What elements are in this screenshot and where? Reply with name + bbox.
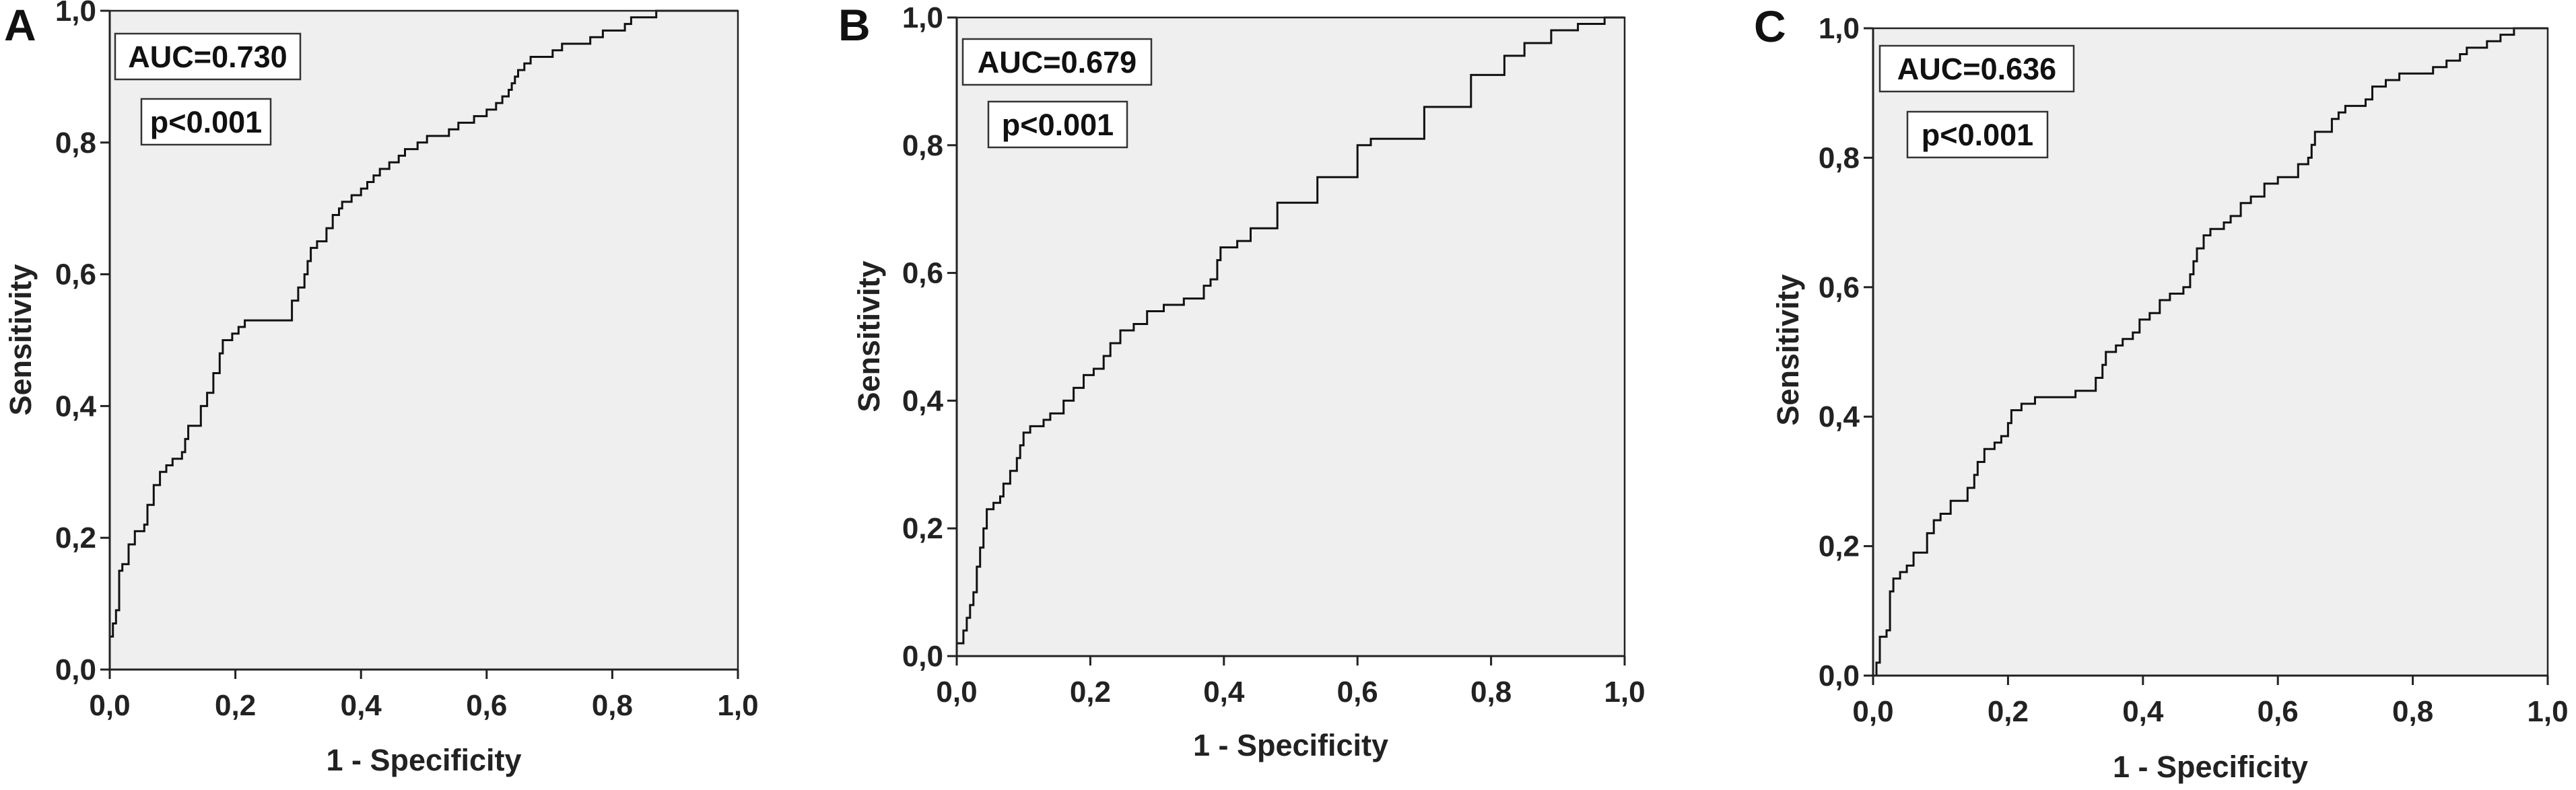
y-axis-title: Sensitivity xyxy=(1771,274,1805,425)
x-tick-label: 1,0 xyxy=(717,689,758,722)
x-tick-label: 0,4 xyxy=(1203,676,1245,709)
auc-annotation-box xyxy=(114,32,302,81)
y-tick-label: 0,0 xyxy=(1819,659,1860,692)
y-tick-label: 1,0 xyxy=(902,1,943,34)
auc-annotation-text: AUC=0.730 xyxy=(128,40,287,74)
y-tick-label: 0,6 xyxy=(55,258,96,291)
auc-annotation: AUC=0.679 xyxy=(961,38,1153,86)
roc-curve xyxy=(1873,27,2548,677)
x-tick-label: 0,6 xyxy=(1337,676,1378,709)
p-value-annotation-text: p<0.001 xyxy=(150,105,262,139)
p-value-annotation-text: p<0.001 xyxy=(1922,118,2033,152)
y-tick-label: 0,0 xyxy=(55,653,96,686)
auc-annotation-text: AUC=0.679 xyxy=(978,45,1137,79)
roc-panel-c: 0,0 0,2 0,4 0,6 0,8 1,0 0,0 0,2 0,4 0,6 0,8 1,0 1 - … xyxy=(1754,1,2569,784)
auc-annotation: AUC=0.730 xyxy=(114,32,302,81)
p-value-annotation-box xyxy=(140,98,272,146)
y-tick-label: 0,4 xyxy=(1819,400,1860,433)
x-tick-label: 0,6 xyxy=(466,689,507,722)
auc-annotation: AUC=0.636 xyxy=(1878,44,2075,93)
y-tick-label: 0,4 xyxy=(55,390,97,423)
y-tick-label: 0,2 xyxy=(902,512,943,545)
panel-letter: C xyxy=(1754,1,1786,51)
x-tick-label: 0,8 xyxy=(2392,695,2433,728)
x-tick-label: 0,2 xyxy=(215,689,256,722)
auc-annotation-box xyxy=(961,38,1153,86)
p-value-annotation: p<0.001 xyxy=(1906,110,2049,159)
x-tick-label: 0,6 xyxy=(2258,695,2299,728)
y-tick-label: 0,6 xyxy=(902,257,943,290)
x-tick-label: 0,2 xyxy=(1070,676,1111,709)
x-axis-title: 1 - Specificity xyxy=(2113,750,2308,784)
y-tick-label: 0,8 xyxy=(55,127,96,159)
x-tick-label: 0,4 xyxy=(2122,695,2164,728)
y-tick-label: 0,0 xyxy=(902,640,943,673)
p-value-annotation: p<0.001 xyxy=(140,98,272,146)
roc-panel-b: 0,0 0,2 0,4 0,6 0,8 1,0 0,0 0,2 0,4 0,6 0,8 1,0 1 - … xyxy=(838,0,1646,762)
roc-curve xyxy=(955,16,1625,656)
y-tick-label: 0,4 xyxy=(902,384,944,417)
x-axis-title: 1 - Specificity xyxy=(1193,728,1388,762)
y-tick-label: 1,0 xyxy=(55,0,96,28)
x-tick-label: 0,2 xyxy=(1988,695,2029,728)
panel-letter: A xyxy=(4,0,36,50)
y-tick-label: 0,8 xyxy=(902,129,943,162)
p-value-annotation: p<0.001 xyxy=(987,100,1128,149)
x-tick-label: 0,0 xyxy=(1852,695,1893,728)
x-tick-label: 0,8 xyxy=(1470,676,1512,709)
x-tick-label: 0,8 xyxy=(592,689,633,722)
x-tick-label: 0,0 xyxy=(936,676,977,709)
y-tick-label: 1,0 xyxy=(1819,12,1860,45)
p-value-annotation-box xyxy=(987,100,1128,149)
auc-annotation-text: AUC=0.636 xyxy=(1897,52,2056,86)
y-tick-label: 0,2 xyxy=(55,522,96,554)
x-tick-label: 1,0 xyxy=(2527,695,2568,728)
p-value-annotation-text: p<0.001 xyxy=(1002,108,1114,142)
x-tick-label: 0,4 xyxy=(341,689,382,722)
auc-annotation-box xyxy=(1878,44,2075,93)
x-tick-label: 0,0 xyxy=(89,689,130,722)
p-value-annotation-box xyxy=(1906,110,2049,159)
y-tick-label: 0,6 xyxy=(1819,271,1860,304)
x-tick-label: 1,0 xyxy=(1604,676,1645,709)
y-tick-label: 0,8 xyxy=(1819,141,1860,174)
y-axis-title: Sensitivity xyxy=(3,264,38,415)
y-tick-label: 0,2 xyxy=(1819,530,1860,563)
y-axis-title: Sensitivity xyxy=(852,260,886,412)
x-axis-title: 1 - Specificity xyxy=(326,743,521,777)
roc-curve xyxy=(108,9,738,670)
panel-letter: B xyxy=(838,0,871,50)
roc-panel-a: 0,0 0,2 0,4 0,6 0,8 1,0 0,0 0,2 0,4 0,6 0,8 1,0 1 - … xyxy=(3,0,759,777)
